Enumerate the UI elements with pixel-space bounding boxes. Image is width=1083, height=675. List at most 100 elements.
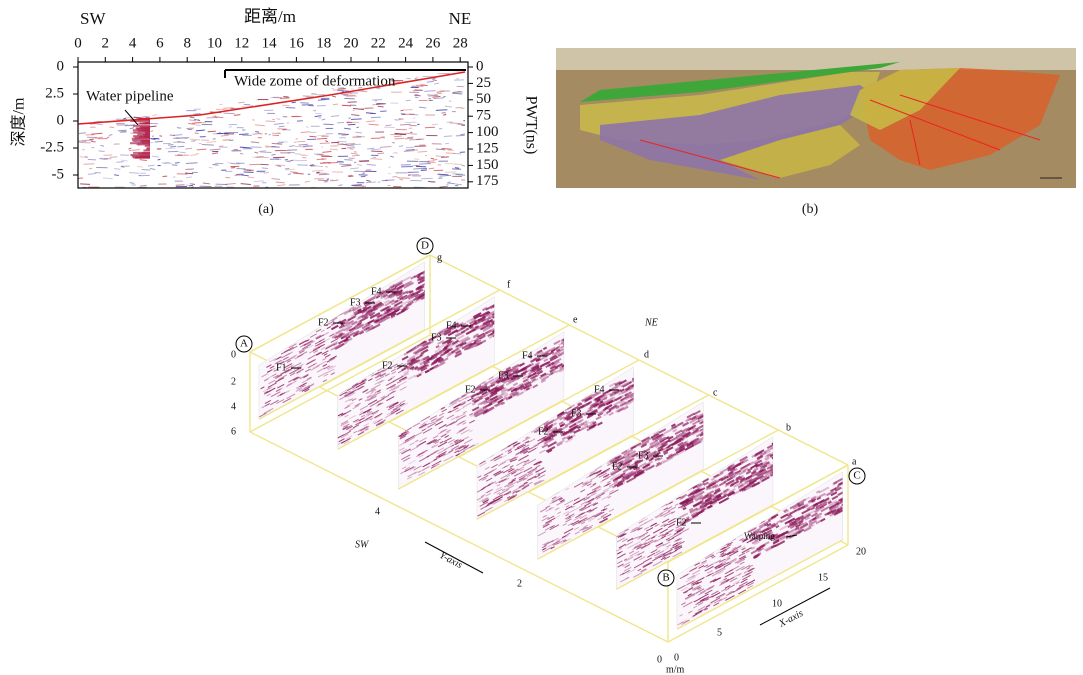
- radar-streak: [385, 124, 392, 127]
- radar-streak: [621, 561, 631, 567]
- radar-streak: [553, 340, 561, 346]
- radar-streak: [640, 443, 648, 448]
- radar-streak: [424, 90, 436, 92]
- radar-streak: [379, 373, 387, 378]
- radar-streak: [720, 546, 726, 551]
- radar-streak: [473, 314, 481, 320]
- radar-streak: [547, 515, 555, 521]
- radar-streak: [551, 428, 558, 433]
- radar-streak: [712, 473, 720, 479]
- radar-streak: [483, 378, 495, 386]
- radar-streak: [449, 407, 459, 414]
- radar-streak: [474, 341, 483, 348]
- radar-streak: [169, 145, 177, 148]
- radar-streak: [724, 571, 734, 578]
- radar-streak: [420, 348, 429, 355]
- radar-streak: [751, 453, 757, 458]
- topography-line: [77, 71, 466, 125]
- radar-streak: [704, 493, 709, 498]
- radar-streak: [321, 350, 329, 355]
- y-tick-label: 0: [57, 58, 65, 74]
- radar-streak: [705, 486, 711, 491]
- radar-streak: [562, 523, 567, 526]
- radar-streak: [693, 501, 703, 508]
- radar-streak: [355, 131, 362, 134]
- radar-streak: [798, 520, 804, 525]
- radar-streak: [671, 510, 676, 514]
- radar-streak: [338, 324, 345, 329]
- radar-streak: [663, 451, 669, 456]
- radar-streak: [400, 109, 404, 112]
- radar-streak: [608, 508, 615, 513]
- radar-streak: [359, 405, 369, 411]
- radar-streak: [704, 496, 712, 502]
- photo-sky: [556, 48, 1076, 70]
- radar-streak: [392, 304, 399, 310]
- radar-streak: [827, 501, 838, 508]
- radar-streak: [345, 335, 351, 340]
- corner-marker: [235, 335, 253, 353]
- radar-streak: [489, 391, 498, 398]
- radar-streak: [836, 499, 843, 506]
- radar-streak: [674, 527, 682, 532]
- radar-streak: [560, 499, 565, 503]
- radar-streak: [406, 476, 413, 480]
- radar-streak: [345, 435, 353, 440]
- radar-streak: [486, 406, 495, 413]
- radar-streak: [689, 417, 698, 424]
- x-tick-label: 2: [102, 35, 110, 51]
- radar-streak: [517, 444, 526, 450]
- radar-streak: [408, 352, 419, 360]
- radar-streak: [102, 158, 109, 160]
- radar-streak: [354, 402, 361, 407]
- radar-streak: [349, 398, 354, 401]
- radar-streak: [392, 375, 404, 383]
- radar-streak: [562, 415, 571, 421]
- radar-streak: [808, 523, 813, 528]
- radar-streak: [835, 500, 840, 505]
- x-tick-label: 0: [74, 35, 82, 51]
- radar-streak: [177, 145, 185, 148]
- radar-streak: [510, 373, 519, 380]
- radar-streak: [493, 325, 495, 332]
- radar-streak: [735, 581, 740, 585]
- radar-streak: [597, 421, 603, 426]
- radar-streak: [626, 393, 634, 399]
- radar-streak: [495, 446, 502, 451]
- radar-streak: [735, 475, 742, 480]
- radar-streak: [556, 500, 566, 506]
- radar-streak: [400, 306, 408, 312]
- radar-streak: [317, 372, 327, 378]
- radar-streak: [340, 318, 351, 326]
- radar-streak: [654, 550, 665, 557]
- radar-streak: [508, 479, 515, 484]
- radar-streak: [417, 449, 428, 456]
- radar-streak: [558, 338, 564, 347]
- radar-streak: [654, 441, 666, 449]
- radar-streak: [344, 414, 349, 418]
- radar-streak: [544, 427, 551, 433]
- radar-streak: [358, 160, 369, 162]
- radar-streak: [485, 322, 491, 327]
- radar-streak: [711, 570, 722, 577]
- radar-streak: [766, 453, 772, 457]
- radar-streak: [389, 388, 393, 392]
- radar-streak: [416, 138, 425, 140]
- radar-streak: [352, 332, 359, 338]
- radar-streak: [815, 520, 822, 525]
- radar-streak: [250, 146, 262, 148]
- radar-streak: [616, 547, 623, 552]
- radar-streak: [562, 510, 570, 515]
- radar-streak: [711, 500, 718, 506]
- radar-streak: [373, 289, 385, 297]
- radar-streak: [449, 401, 454, 405]
- radar-streak: [263, 378, 269, 382]
- radar-streak: [733, 572, 742, 578]
- radar-streak: [622, 459, 633, 467]
- radar-streak: [507, 450, 513, 455]
- radar-streak: [681, 619, 691, 626]
- radar-streak: [703, 564, 709, 568]
- radar-streak: [791, 530, 801, 537]
- radar-streak: [679, 432, 686, 437]
- radar-streak: [491, 464, 498, 469]
